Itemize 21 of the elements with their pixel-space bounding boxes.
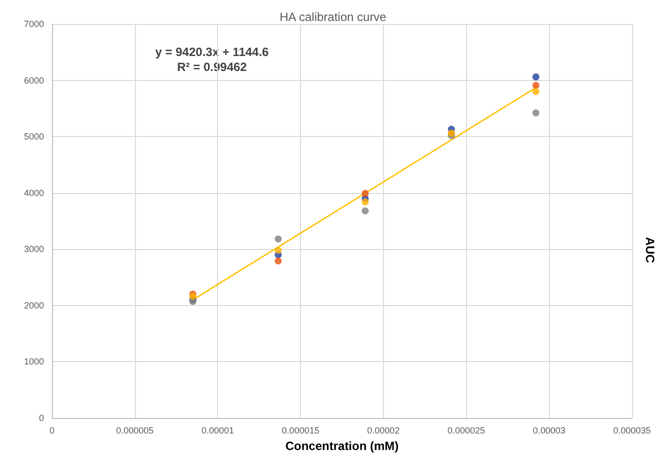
x-tick-label: 0 (49, 426, 55, 436)
x-axis-title: Concentration (mM) (285, 439, 399, 453)
x-tick-label: 0.00003 (532, 426, 566, 436)
x-tick-label: 0.00002 (367, 426, 400, 436)
y-tick-label: 1000 (24, 356, 44, 367)
y-axis-title: AUC (643, 237, 657, 264)
x-tick-label: 0.000025 (448, 426, 486, 436)
x-tick-label: 0.000035 (613, 426, 651, 436)
x-tick-label: 0.00001 (201, 426, 234, 436)
chart-title: HA calibration curve (280, 10, 387, 24)
y-tick-label: 2000 (24, 300, 44, 310)
y-tick-label: 5000 (24, 132, 44, 142)
y-tick-label: 7000 (24, 19, 44, 29)
annotation: y = 9420.3x + 1144.6 (155, 45, 270, 59)
y-tick-label: 0 (38, 413, 44, 423)
x-tick-label: 0.000005 (116, 426, 154, 436)
annotation: R² = 0.99462 (177, 60, 248, 74)
y-tick-label: 6000 (24, 75, 44, 86)
y-tick-label: 4000 (24, 188, 44, 198)
x-tick-label: 0.000015 (282, 426, 320, 436)
y-tick-label: 3000 (24, 244, 44, 254)
